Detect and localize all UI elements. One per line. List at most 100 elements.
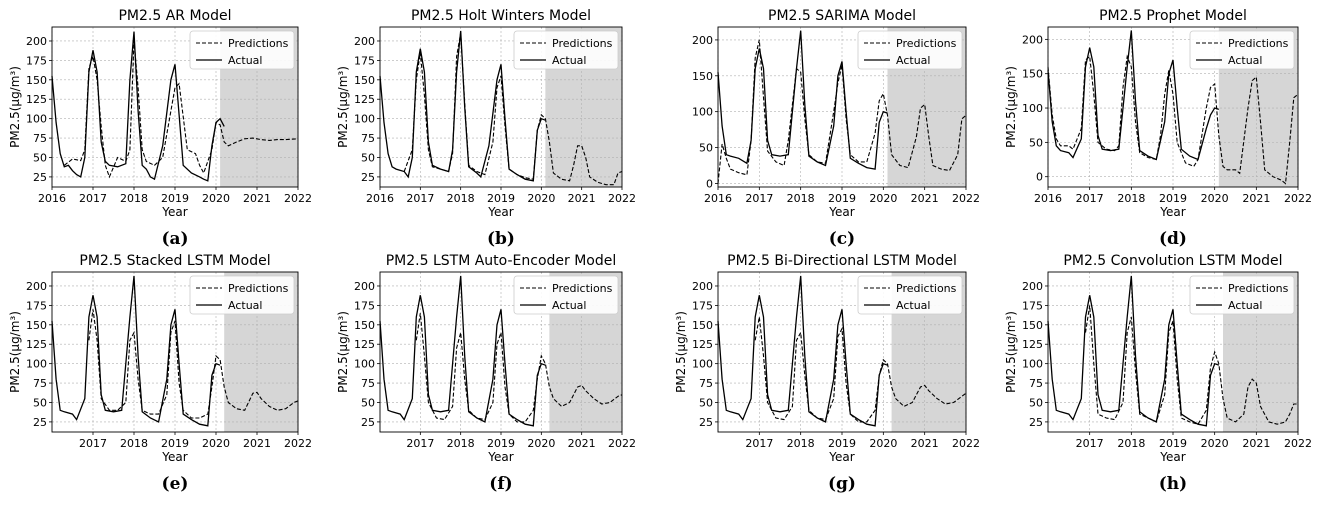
- panel-label: (e): [162, 474, 189, 494]
- legend-actual-label: Actual: [896, 299, 930, 312]
- y-tick-label: 200: [26, 280, 47, 293]
- actual-line: [51, 275, 221, 427]
- x-axis-label: Year: [487, 205, 513, 219]
- x-tick-label: 2018: [787, 192, 815, 205]
- y-axis-label: PM2.5(μg/m³): [8, 66, 22, 148]
- y-axis-label: PM2.5(μg/m³): [1004, 66, 1018, 148]
- y-tick-label: 150: [1022, 68, 1043, 81]
- y-tick-label: 175: [692, 299, 713, 312]
- legend-actual-label: Actual: [552, 299, 586, 312]
- chart-title: PM2.5 Convolution LSTM Model: [1063, 253, 1282, 269]
- y-tick-label: 125: [1022, 338, 1043, 351]
- x-tick-label: 2017: [745, 192, 773, 205]
- legend-actual-label: Actual: [896, 54, 930, 67]
- chart-title: PM2.5 Stacked LSTM Model: [79, 253, 270, 269]
- legend-actual-label: Actual: [1228, 299, 1262, 312]
- legend-actual-label: Actual: [552, 54, 586, 67]
- x-tick-label: 2019: [161, 437, 189, 450]
- x-tick-label: 2022: [284, 192, 312, 205]
- panel-label: (d): [1159, 229, 1187, 249]
- x-axis-label: Year: [161, 450, 187, 464]
- x-axis-label: Year: [161, 205, 187, 219]
- predictions-line: [717, 39, 967, 184]
- x-tick-label: 2021: [1242, 437, 1270, 450]
- actual-line: [379, 30, 546, 182]
- x-tick-label: 2020: [1201, 437, 1229, 450]
- chart-panel: 25 50 75 100 125 150 175 200 2017 2018 2019 2020 202…: [1004, 253, 1312, 494]
- x-tick-label: 2017: [1076, 437, 1104, 450]
- y-tick-label: 25: [1029, 416, 1043, 429]
- legend-predictions-label: Predictions: [228, 282, 289, 295]
- y-tick-label: 50: [361, 396, 375, 409]
- x-tick-label: 2016: [704, 192, 732, 205]
- x-tick-label: 2017: [745, 437, 773, 450]
- chart-title: PM2.5 Holt Winters Model: [411, 8, 591, 24]
- predictions-line: [88, 309, 299, 419]
- x-tick-label: 2018: [447, 192, 475, 205]
- y-tick-label: 125: [26, 338, 47, 351]
- x-tick-label: 2018: [1117, 192, 1145, 205]
- legend-predictions-label: Predictions: [1228, 282, 1289, 295]
- actual-line: [717, 30, 888, 170]
- chart-title: PM2.5 Prophet Model: [1099, 8, 1247, 24]
- x-tick-label: 2019: [487, 192, 515, 205]
- chart-panel: 0 50 100 150 200 2016 2017 2018 2019 2020 2021 2022…: [1004, 8, 1312, 249]
- y-tick-label: 100: [1022, 358, 1043, 371]
- y-tick-label: 175: [1022, 299, 1043, 312]
- x-axis-label: Year: [828, 450, 854, 464]
- actual-line: [717, 275, 888, 427]
- actual-line: [1047, 30, 1220, 161]
- y-tick-label: 25: [33, 416, 47, 429]
- legend-predictions-label: Predictions: [552, 37, 613, 50]
- x-tick-label: 2019: [1159, 437, 1187, 450]
- x-tick-label: 2018: [1117, 437, 1145, 450]
- legend-predictions-label: Predictions: [896, 37, 957, 50]
- panel-label: (f): [489, 474, 512, 494]
- y-tick-label: 150: [692, 319, 713, 332]
- y-tick-label: 75: [361, 377, 375, 390]
- x-tick-label: 2018: [787, 437, 815, 450]
- y-axis-label: PM2.5(μg/m³): [336, 66, 350, 148]
- y-tick-label: 200: [354, 35, 375, 48]
- y-tick-label: 50: [33, 151, 47, 164]
- x-tick-label: 2022: [608, 192, 636, 205]
- chart-title: PM2.5 LSTM Auto-Encoder Model: [386, 253, 617, 269]
- x-tick-label: 2019: [161, 192, 189, 205]
- legend-predictions-label: Predictions: [896, 282, 957, 295]
- x-tick-label: 2022: [284, 437, 312, 450]
- x-tick-label: 2018: [120, 437, 148, 450]
- actual-line: [51, 31, 225, 182]
- x-tick-label: 2017: [406, 192, 434, 205]
- y-tick-label: 150: [26, 319, 47, 332]
- panel-label: (c): [829, 229, 855, 249]
- y-tick-label: 150: [354, 74, 375, 87]
- y-axis-label: PM2.5(μg/m³): [336, 311, 350, 393]
- x-tick-label: 2021: [568, 437, 596, 450]
- predictions-line: [403, 33, 623, 186]
- x-tick-label: 2019: [828, 192, 856, 205]
- chart-panel: 25 50 75 100 125 150 175 200 2017 2018 2019 2020 202…: [8, 253, 312, 494]
- x-tick-label: 2021: [911, 437, 939, 450]
- panel-label: (g): [828, 474, 856, 494]
- legend-actual-label: Actual: [228, 54, 262, 67]
- predictions-line: [63, 40, 299, 179]
- y-tick-label: 150: [1022, 319, 1043, 332]
- chart-panel: 25 50 75 100 125 150 175 200 2017 2018 2019 2020 202…: [336, 253, 636, 494]
- y-tick-label: 100: [692, 106, 713, 119]
- y-tick-label: 50: [699, 396, 713, 409]
- y-tick-label: 100: [354, 358, 375, 371]
- x-tick-label: 2019: [828, 437, 856, 450]
- x-tick-label: 2020: [202, 437, 230, 450]
- chart-panel: 25 50 75 100 125 150 175 200 2016 2017 2018 2019 202…: [336, 8, 636, 249]
- chart-title: PM2.5 Bi-Directional LSTM Model: [727, 253, 957, 269]
- chart-title: PM2.5 SARIMA Model: [768, 8, 916, 24]
- y-tick-label: 0: [706, 177, 713, 190]
- x-tick-label: 2021: [243, 192, 271, 205]
- y-tick-label: 75: [33, 132, 47, 145]
- x-tick-label: 2020: [527, 437, 555, 450]
- x-tick-label: 2021: [243, 437, 271, 450]
- predictions-line: [754, 316, 967, 423]
- x-tick-label: 2018: [447, 437, 475, 450]
- x-tick-label: 2020: [527, 192, 555, 205]
